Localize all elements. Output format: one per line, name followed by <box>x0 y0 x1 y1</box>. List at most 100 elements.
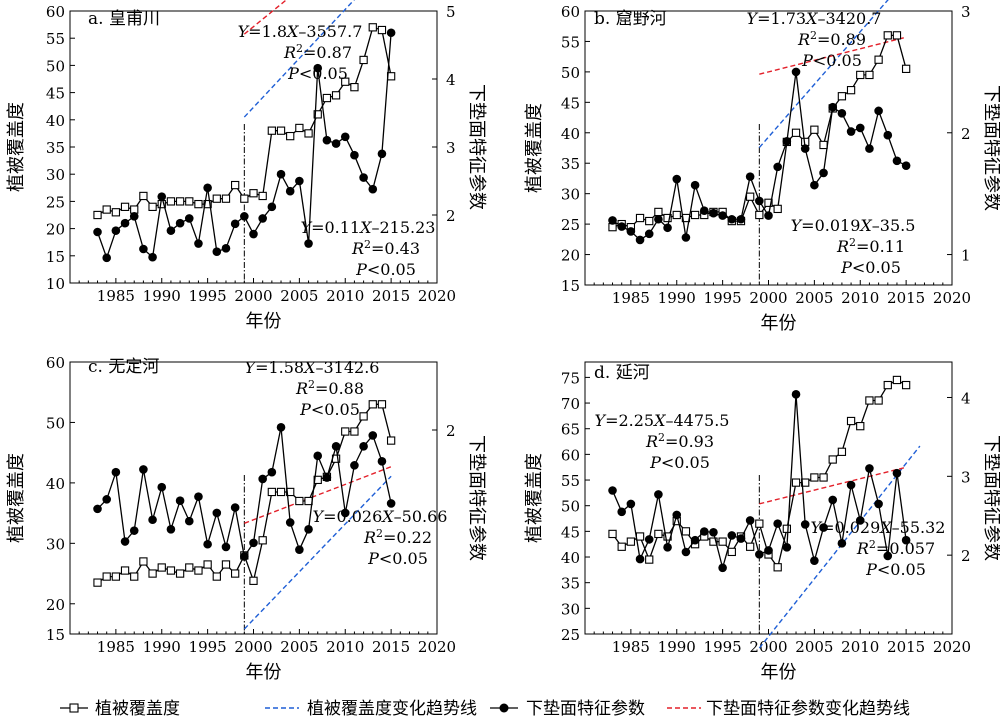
underlying-regression-text: R2=0.22 <box>363 527 432 548</box>
underlying-point <box>819 523 828 532</box>
vegetation-point <box>267 487 276 497</box>
underlying-point <box>129 526 139 535</box>
vegetation-point <box>745 192 755 201</box>
y-left-tick-label: 75 <box>561 369 580 387</box>
underlying-point <box>764 546 773 555</box>
vegetation-point <box>883 31 892 40</box>
underlying-point <box>368 431 378 440</box>
vegetation-point <box>663 213 672 223</box>
y-axis-label-right: 下垫面特征参数 <box>466 435 487 561</box>
y-axis-label-left: 植被覆盖度 <box>524 103 545 193</box>
vegetation-point <box>883 380 892 390</box>
plot-frame <box>584 361 953 635</box>
vegetation-point <box>93 210 102 220</box>
underlying-point <box>386 28 396 38</box>
x-tick-label: 2010 <box>326 287 364 305</box>
vegetation-point <box>727 547 736 557</box>
vegetation-point <box>120 566 130 575</box>
underlying-point <box>736 534 746 543</box>
y-left-tick-label: 15 <box>561 277 580 295</box>
vegetation-point <box>258 191 267 201</box>
underlying-point <box>377 149 387 159</box>
underlying-point <box>184 516 194 526</box>
vegetation-point <box>654 207 663 217</box>
y-axis-label-right: 下垫面特征参数 <box>981 85 1000 211</box>
vegetation-point <box>865 396 874 405</box>
underlying-point <box>194 239 203 248</box>
y-left-tick-label: 25 <box>561 216 580 234</box>
vegetation-regression-text: Y=1.73X–3420.7 <box>747 9 882 28</box>
underlying-point <box>377 456 387 466</box>
vegetation-point <box>874 55 883 64</box>
vegetation-point <box>755 519 764 528</box>
vegetation-point <box>782 524 791 533</box>
underlying-point <box>340 508 350 518</box>
underlying-point <box>626 227 636 236</box>
underlying-point <box>276 169 286 179</box>
legend-label: 植被覆盖度 <box>95 699 180 719</box>
vegetation-point <box>359 412 368 421</box>
vegetation-point <box>377 400 387 409</box>
vegetation-point <box>359 55 368 65</box>
underlying-trend-line <box>759 466 907 505</box>
vegetation-point <box>791 478 801 487</box>
y-left-tick-label: 60 <box>561 3 580 21</box>
underlying-point <box>129 212 139 221</box>
vegetation-point <box>654 529 663 539</box>
vegetation-point <box>130 572 139 581</box>
y-left-tick-label: 10 <box>46 275 65 293</box>
vegetation-point <box>276 487 286 497</box>
underlying-point <box>93 227 102 237</box>
underlying-point <box>331 139 341 148</box>
legend-label: 下垫面特征参数变化趋势线 <box>706 699 910 719</box>
vegetation-point <box>745 542 755 551</box>
vegetation-point <box>295 123 304 133</box>
underlying-point <box>699 527 709 536</box>
y-left-tick-label: 20 <box>46 596 65 614</box>
y-left-tick-label: 60 <box>46 354 65 372</box>
underlying-point <box>745 172 755 181</box>
vegetation-point <box>139 557 148 566</box>
underlying-point <box>865 464 874 473</box>
x-axis-label: 年份 <box>761 313 797 334</box>
y-left-tick-label: 70 <box>561 395 580 413</box>
vegetation-point <box>368 400 377 409</box>
underlying-point <box>322 473 332 482</box>
y-right-tick-label: 2 <box>446 207 456 225</box>
vegetation-point <box>892 375 902 385</box>
underlying-point <box>102 253 111 263</box>
vegetation-point <box>148 202 157 211</box>
underlying-point <box>635 554 645 564</box>
vegetation-point <box>185 197 194 206</box>
panel-label: b. 窟野河 <box>594 9 667 29</box>
vegetation-regression-text: P<0.05 <box>299 400 360 419</box>
x-tick-label: 2020 <box>933 289 971 307</box>
underlying-point <box>755 196 764 206</box>
y-left-tick-label: 30 <box>561 186 580 204</box>
vegetation-regression-text: R2=0.89 <box>797 29 866 50</box>
underlying-point <box>258 474 267 484</box>
vegetation-point <box>645 555 654 564</box>
underlying-point <box>258 214 267 223</box>
underlying-point <box>690 180 700 190</box>
underlying-point <box>184 214 194 223</box>
underlying-point <box>865 144 874 153</box>
y-left-tick-label: 65 <box>561 421 580 439</box>
underlying-point <box>368 184 378 194</box>
vegetation-point <box>819 473 828 482</box>
y-left-tick-label: 15 <box>46 626 65 644</box>
vegetation-point <box>304 496 313 506</box>
vegetation-point <box>185 563 194 572</box>
vegetation-point <box>856 422 865 431</box>
underlying-point <box>386 499 396 508</box>
x-tick-label: 2005 <box>795 638 833 656</box>
underlying-regression-text: P<0.05 <box>865 560 926 579</box>
x-tick-label: 1990 <box>658 638 696 656</box>
vegetation-point <box>846 416 856 426</box>
underlying-point <box>221 542 231 552</box>
y-right-tick-label: 4 <box>961 389 971 407</box>
y-axis-label-right: 下垫面特征参数 <box>981 435 1000 561</box>
legend-label: 植被覆盖度变化趋势线 <box>307 699 477 719</box>
underlying-point <box>304 524 313 534</box>
underlying-point <box>883 551 893 561</box>
